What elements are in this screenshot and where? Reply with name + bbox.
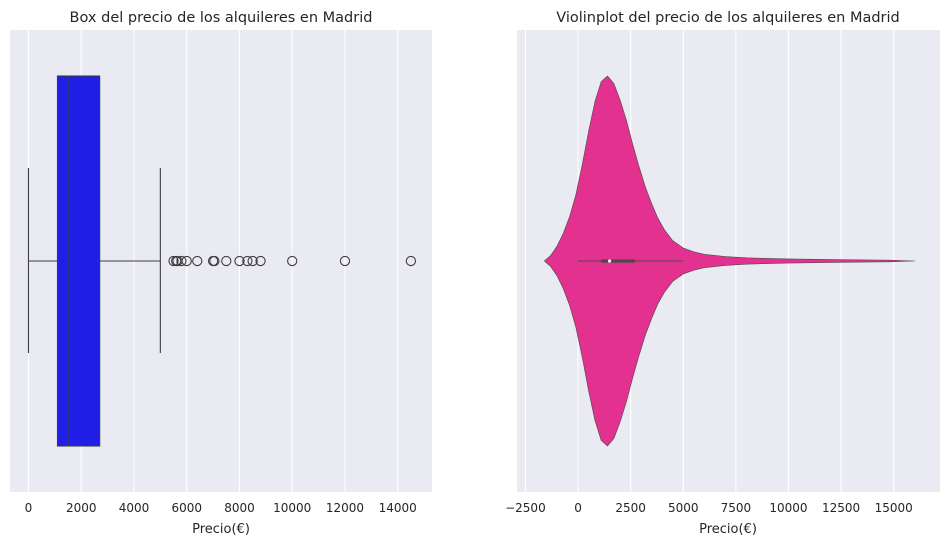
boxplot-outlier-point xyxy=(339,255,351,267)
boxplot-chart: 0 2000 4000 6000 8000 10000 12000 14000 Box del… xyxy=(10,10,432,537)
boxplot-outlier-point xyxy=(176,255,187,267)
violin-inner-box xyxy=(601,259,635,263)
boxplot-x-tick-label: 8000 xyxy=(224,501,255,515)
boxplot-x-tick-label: 6000 xyxy=(171,501,202,515)
boxplot-outlier-point xyxy=(192,255,203,267)
violin-marks xyxy=(544,75,916,447)
boxplot-outlier-point xyxy=(221,255,232,267)
violin-body xyxy=(544,75,916,447)
boxplot-outlier-point xyxy=(287,255,298,267)
violin-x-tick-label: 7500 xyxy=(721,501,752,515)
boxplot-outlier-point xyxy=(181,255,192,267)
violin-title: Violinplot del precio de los alquileres … xyxy=(556,10,899,26)
violin-x-tick-label: 12500 xyxy=(822,501,860,515)
violin-x-tick-label: 10000 xyxy=(769,501,807,515)
violin-x-tick-label: 5000 xyxy=(668,501,699,515)
violin-x-tick-label: 2500 xyxy=(615,501,646,515)
boxplot-x-tick-label: 4000 xyxy=(119,501,150,515)
violin-x-tick-label: 0 xyxy=(574,501,582,515)
boxplot-outlier-point xyxy=(168,255,179,267)
boxplot-outlier-point xyxy=(255,255,266,267)
violin-x-tick-labels: −2500 0 2500 5000 7500 10000 12500 15000 xyxy=(505,501,913,515)
boxplot-outlier-point xyxy=(242,255,253,267)
violin-x-tick-label: 15000 xyxy=(875,501,913,515)
boxplot-title: Box del precio de los alquileres en Madr… xyxy=(70,10,373,26)
boxplot-marks xyxy=(27,75,417,447)
violin-chart: −2500 0 2500 5000 7500 10000 12500 15000 Violin… xyxy=(505,10,940,537)
boxplot-x-tick-label: 0 xyxy=(25,501,33,515)
boxplot-x-tick-label: 2000 xyxy=(66,501,97,515)
violin-x-tick-label: −2500 xyxy=(505,501,546,515)
violin-median-point xyxy=(607,259,612,263)
boxplot-outlier-point xyxy=(234,255,245,267)
boxplot-x-tick-label: 14000 xyxy=(379,501,417,515)
boxplot-outlier-point xyxy=(247,255,258,267)
boxplot-outlier-point xyxy=(405,255,417,267)
boxplot-x-tick-labels: 0 2000 4000 6000 8000 10000 12000 14000 xyxy=(25,501,417,515)
boxplot-x-tick-label: 10000 xyxy=(273,501,311,515)
boxplot-outlier-point xyxy=(209,255,220,267)
boxplot-x-axis-label: Precio(€) xyxy=(192,522,250,537)
violin-x-axis-label: Precio(€) xyxy=(699,522,757,537)
boxplot-box xyxy=(56,75,101,447)
boxplot-x-tick-label: 12000 xyxy=(326,501,364,515)
